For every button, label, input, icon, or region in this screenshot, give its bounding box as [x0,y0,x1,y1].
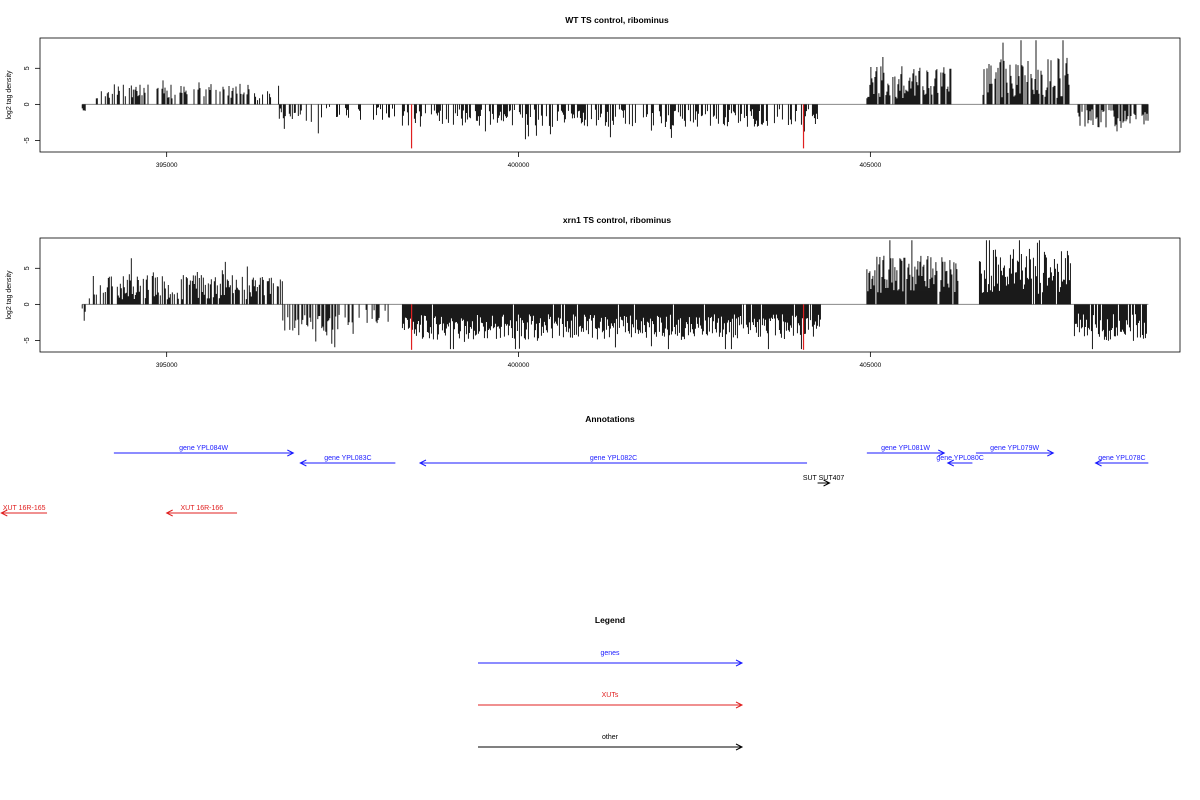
feature-label: gene YPL082C [590,455,637,462]
density-segment [107,84,134,105]
other-arrow: SUT SUT407 [803,475,845,487]
legend-item: genes [478,650,744,667]
feature-label: gene YPL078C [1098,455,1145,462]
density-segment [338,304,389,334]
density-bars [81,40,1149,140]
annotations-title: Annotations [585,414,635,424]
feature-label: SUT SUT407 [803,475,845,482]
y-axis-label: log2 tag density [6,70,13,120]
density-segment [1073,304,1147,350]
highlight-bars [410,304,805,350]
legend-title: Legend [595,615,625,625]
x-tick-label: 405000 [860,362,882,369]
gene-arrow: gene YPL079W [975,445,1055,457]
legend-item: XUTs [478,692,744,709]
feature-label: XUT 16R-166 [181,505,224,512]
density-segment [1077,104,1149,132]
y-tick-label: -5 [24,137,31,143]
legend-label: genes [600,650,620,657]
density-segment [982,40,1070,105]
feature-label: XUT 16R-165 [3,505,46,512]
x-tick-label: 400000 [508,162,530,169]
plot-frame [39,37,1181,153]
panel-title: xrn1 TS control, ribominus [563,215,671,225]
gene-arrow: gene YPL078C [1094,455,1149,467]
density-segment [866,240,959,305]
x-tick-label: 395000 [156,162,178,169]
density-segment [81,104,86,111]
xut-arrow: XUT 16R-166 [165,505,238,517]
y-tick-label: -5 [24,337,31,343]
gene-arrow: gene YPL082C [418,455,808,467]
y-tick-label: 0 [24,102,31,106]
y-axis-label: log2 tag density [6,270,13,320]
feature-label: gene YPL079W [990,445,1039,452]
density-segment [978,240,1071,305]
density-segment [401,304,821,350]
density-segment [254,85,280,105]
legend-items: genes XUTs other [478,650,744,751]
y-tick-label: 5 [24,66,31,70]
xut-arrow: XUT 16R-165 [0,505,48,517]
gene-arrow: gene YPL084W [113,445,295,457]
xrn1-density-panel: xrn1 TS control, ribominus log2 tag dens… [6,215,1181,369]
legend-label: XUTs [602,692,619,699]
density-segment [134,80,250,105]
gene-arrow: gene YPL080C [936,455,984,467]
feature-arrows: gene YPL084W gene YPL083C gene YPL082C gene… [0,445,1149,517]
y-tick-label: 0 [24,302,31,306]
x-tick-label: 405000 [860,162,882,169]
gene-arrow: gene YPL081W [866,445,946,457]
density-segment [81,304,86,321]
wt-density-panel: WT TS control, ribominus log2 tag densit… [6,15,1181,169]
legend-label: other [602,734,619,741]
y-axis: -5 0 5 [24,66,40,144]
density-segment [401,104,818,140]
x-tick-label: 400000 [508,362,530,369]
density-segment [278,104,319,134]
density-segment [866,57,952,105]
density-bars [81,240,1149,350]
legend-item: other [478,734,744,751]
density-segment [95,91,108,105]
density-segment [102,258,283,305]
feature-label: gene YPL083C [324,455,371,462]
x-axis: 395000 400000 405000 [156,352,882,369]
density-segment [321,104,395,120]
plot-frame [39,237,1181,353]
feature-label: gene YPL081W [881,445,930,452]
y-tick-label: 5 [24,266,31,270]
x-tick-label: 395000 [156,362,178,369]
y-axis: -5 0 5 [24,266,40,344]
density-segment [88,276,101,305]
feature-label: gene YPL080C [936,455,983,462]
x-axis: 395000 400000 405000 [156,152,882,169]
gene-arrow: gene YPL083C [299,455,396,467]
feature-label: gene YPL084W [179,445,228,452]
density-segment [282,304,339,348]
legend: Legend genes XUTs other [478,615,744,751]
highlight-bars [410,104,805,149]
panel-title: WT TS control, ribominus [565,15,669,25]
